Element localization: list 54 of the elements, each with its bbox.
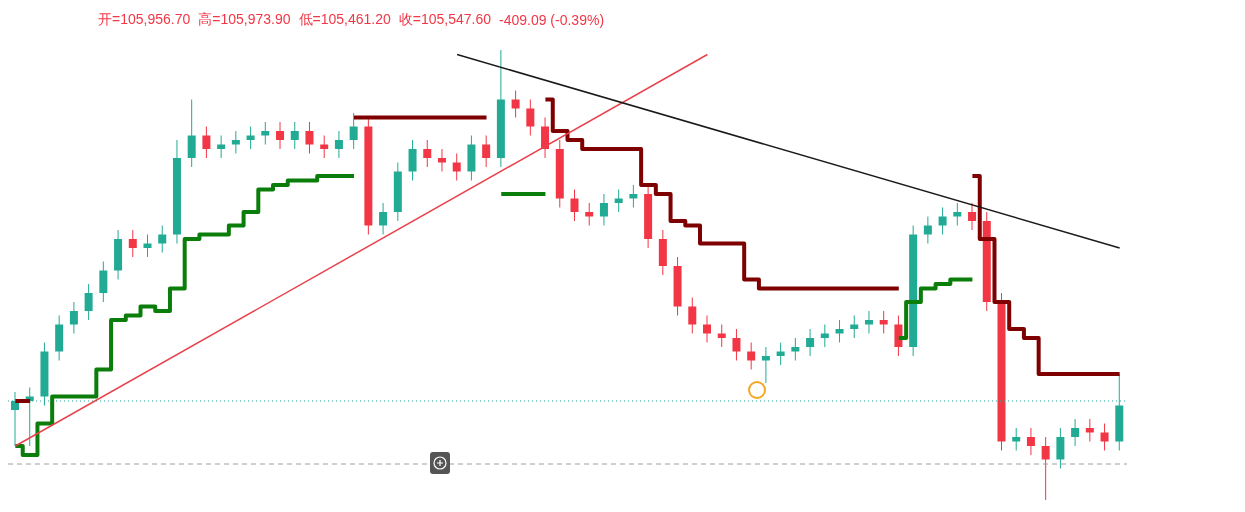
candlestick (879, 310, 888, 334)
candlestick (629, 184, 638, 208)
candlestick (437, 148, 446, 172)
text: -409.09 (-0.39%) (499, 12, 605, 28)
candlestick (791, 337, 800, 361)
candlestick (688, 297, 697, 334)
candlestick (938, 207, 947, 235)
candlestick (452, 153, 461, 181)
candlestick (1026, 427, 1035, 456)
text: 收=105,547.60 (398, 11, 491, 29)
candlestick (84, 283, 93, 321)
candlestick (894, 315, 903, 357)
candlestick (541, 117, 550, 159)
text: 高=105,973.90 (198, 11, 291, 29)
candlestick (231, 130, 240, 154)
candlestick (968, 202, 977, 231)
candlestick (511, 90, 520, 118)
candlestick (835, 319, 844, 343)
candlestick (423, 139, 432, 168)
candlestick (379, 202, 388, 235)
text: 开=105,956.70 (98, 11, 191, 29)
candlestick (202, 126, 211, 159)
candlestick (290, 121, 299, 150)
candlestick (1056, 427, 1065, 469)
candlestick (732, 328, 741, 361)
candlestick (585, 202, 594, 226)
candlestick (99, 261, 108, 303)
candlestick (276, 121, 285, 150)
candlestick (187, 99, 196, 168)
candlestick (747, 342, 756, 370)
candlestick (69, 301, 78, 334)
candlestick (349, 112, 358, 150)
candlestick (1041, 436, 1050, 500)
candlestick (599, 193, 608, 226)
candlestick (570, 189, 579, 222)
candlestick (864, 310, 873, 334)
candlestick (806, 328, 815, 357)
candlestick (261, 121, 270, 145)
candlestick (953, 202, 962, 226)
candlestick (703, 315, 712, 343)
candlestick (482, 135, 491, 168)
candlestick (408, 139, 417, 181)
candlestick (923, 216, 932, 244)
candlestick (1100, 423, 1109, 451)
candlestick (1012, 427, 1021, 451)
text: 低=105,461.20 (298, 11, 391, 29)
candlestick (158, 225, 167, 253)
candlestick (128, 229, 137, 258)
candlestick (334, 130, 343, 159)
candlestick (761, 346, 770, 384)
candlestick (526, 99, 535, 136)
candlestick (305, 121, 314, 154)
candlestick (1071, 418, 1080, 447)
candlestick (1085, 418, 1094, 442)
